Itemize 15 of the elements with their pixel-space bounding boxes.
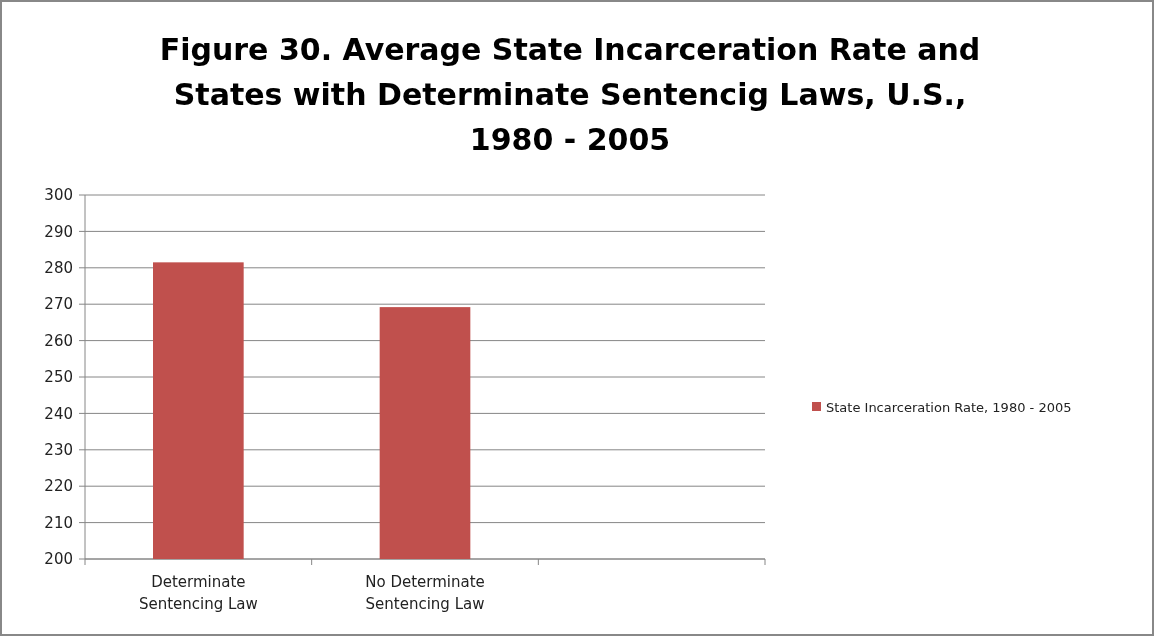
y-tick-label: 250: [44, 368, 73, 387]
y-tick-label: 200: [44, 550, 73, 569]
y-tick-label: 280: [44, 259, 73, 278]
y-tick-label: 230: [44, 441, 73, 460]
y-tick-label: 260: [44, 331, 73, 350]
legend-label: State Incarceration Rate, 1980 - 2005: [826, 399, 1072, 415]
y-tick-label: 270: [44, 295, 73, 314]
y-tick-label: 290: [44, 222, 73, 241]
chart-title: Figure 30. Average State Incarceration Rate and States with Determinate Sentencig Laws, U.S., 1980 - 2005: [159, 32, 981, 157]
y-tick-label: 210: [44, 513, 73, 532]
x-tick-label: Determinate Sentencing Law: [138, 573, 258, 613]
y-tick-label: 240: [44, 404, 73, 423]
x-tick-label: No Determinate Sentencing Law: [365, 573, 485, 613]
y-tick-label: 220: [44, 477, 73, 496]
y-tick-label: 300: [44, 186, 73, 205]
